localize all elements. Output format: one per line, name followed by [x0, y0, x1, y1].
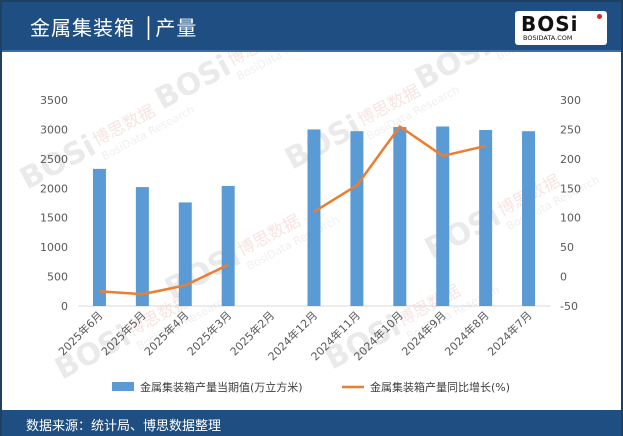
logo-text: BOSi — [521, 12, 579, 36]
bar — [92, 168, 106, 306]
y-left-tick-label: 500 — [47, 271, 68, 284]
y-left-tick-label: 0 — [61, 300, 68, 313]
legend-bar-swatch — [112, 382, 134, 391]
footer-bar: 数据来源：统计局、博思数据整理 — [2, 410, 621, 436]
bar — [221, 185, 235, 306]
x-tick-label: 2024年7月 — [484, 308, 534, 358]
y-right-tick-label: 250 — [560, 123, 581, 136]
y-right-tick-label: 200 — [560, 153, 581, 166]
header-bar: 金属集装箱 │产量 BOSi BOSIDATA.COM — [2, 2, 621, 52]
legend-line-label: 金属集装箱产量同比增长(%) — [370, 380, 510, 394]
y-right-tick-label: 50 — [560, 241, 574, 254]
bar — [178, 202, 192, 306]
y-right-tick-label: -50 — [560, 300, 578, 313]
legend-bar-label: 金属集装箱产量当期值(万立方米) — [140, 380, 303, 394]
y-left-tick-label: 2000 — [40, 182, 68, 195]
y-right-tick-label: 300 — [560, 94, 581, 107]
y-left-tick-label: 3500 — [40, 94, 68, 107]
y-left-tick-label: 3000 — [40, 123, 68, 136]
y-left-tick-label: 2500 — [40, 153, 68, 166]
y-right-tick-label: 150 — [560, 182, 581, 195]
watermark-en: BosiData Research — [494, 50, 591, 63]
bar — [350, 131, 364, 306]
bar — [393, 127, 407, 307]
y-left-tick-label: 1500 — [40, 212, 68, 225]
growth-line — [313, 125, 486, 213]
bar — [436, 126, 450, 306]
bar — [307, 129, 321, 306]
growth-line — [99, 263, 229, 296]
data-source: 数据来源：统计局、博思数据整理 — [26, 419, 222, 434]
brand-logo: BOSi BOSIDATA.COM — [515, 11, 607, 45]
bar — [135, 187, 149, 306]
bar — [522, 131, 536, 306]
bar — [479, 130, 493, 306]
y-right-tick-label: 0 — [560, 271, 567, 284]
logo-subtext: BOSIDATA.COM — [523, 34, 573, 42]
y-left-tick-label: 1000 — [40, 241, 68, 254]
y-right-tick-label: 100 — [560, 212, 581, 225]
watermark-brand: BOSi — [419, 198, 506, 267]
watermark-brand: BOSi — [149, 50, 236, 117]
page-title: 金属集装箱 │产量 — [30, 16, 198, 40]
logo-dot-icon — [597, 14, 602, 19]
